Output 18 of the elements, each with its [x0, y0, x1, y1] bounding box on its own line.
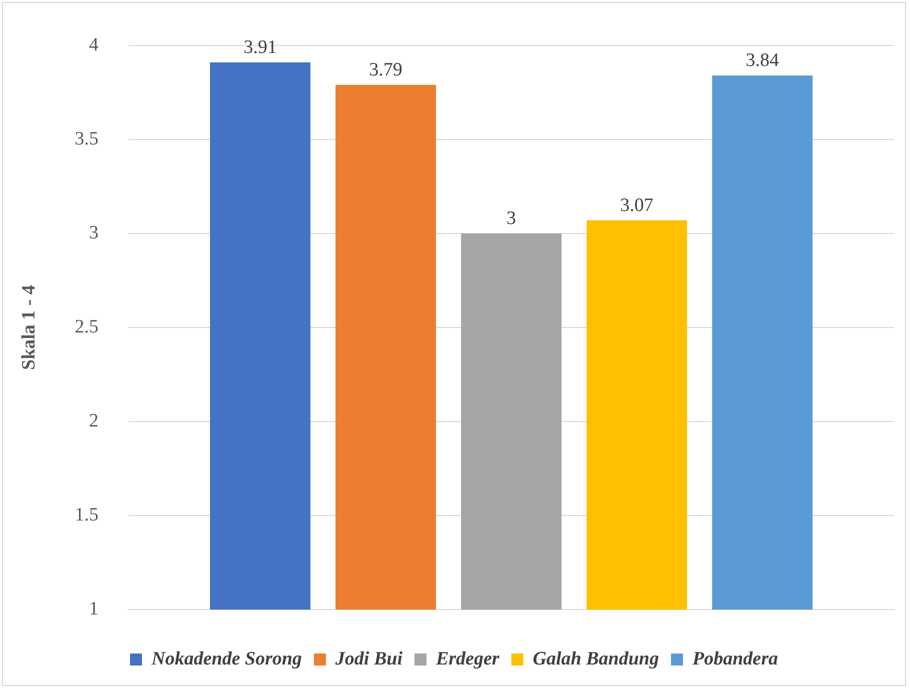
- data-label: 3.91: [244, 36, 277, 58]
- y-tick-label: 3.5: [74, 128, 99, 150]
- data-label: 3: [506, 208, 516, 229]
- legend-label: Erdeger: [434, 648, 500, 670]
- y-tick-label: 4: [89, 34, 100, 56]
- legend-label: Jodi Bui: [334, 648, 404, 670]
- y-tick-label: 2: [89, 410, 99, 432]
- legend-label: Pobandera: [692, 648, 778, 670]
- data-label: 3.07: [620, 194, 654, 216]
- y-axis-title: Skala 1 - 4: [18, 284, 40, 370]
- legend-label: Nokadende Sorong: [150, 648, 302, 670]
- y-tick-label: 1.5: [74, 504, 99, 526]
- data-label: 3.79: [369, 59, 402, 80]
- data-label: 3.84: [746, 50, 780, 71]
- y-tick-label: 3: [89, 222, 99, 244]
- legend-label: Galah Bandung: [532, 648, 660, 670]
- y-tick-label: 2.5: [74, 316, 99, 338]
- y-tick-label: 1: [89, 598, 99, 620]
